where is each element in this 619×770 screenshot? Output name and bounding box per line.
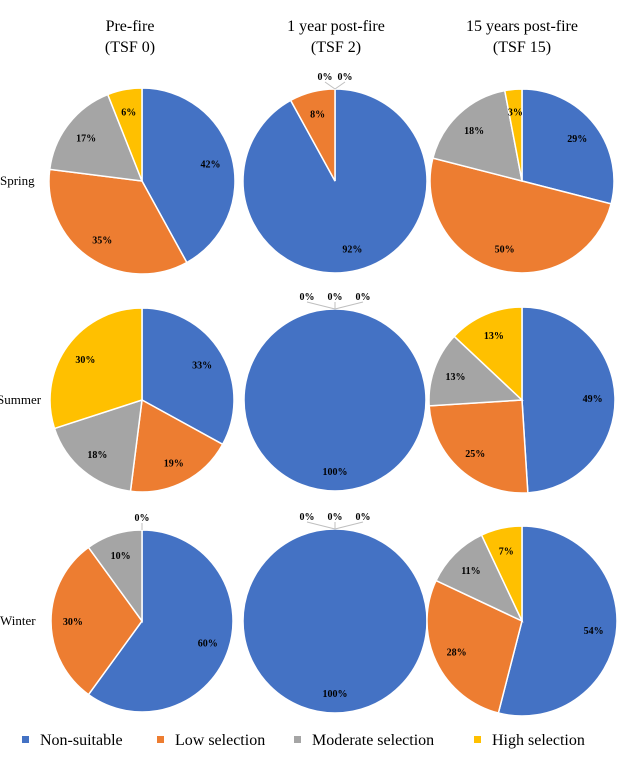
- column-title-line1: Pre-fire: [106, 18, 155, 35]
- pie-slice: [429, 157, 613, 274]
- pie-slice: [50, 546, 143, 696]
- leader-line: [334, 301, 364, 310]
- leader-line: [334, 81, 346, 90]
- data-label: 49%: [583, 394, 603, 405]
- legend-swatch: [22, 736, 29, 743]
- pie-slice: [141, 87, 236, 264]
- data-label: 33%: [192, 360, 212, 371]
- legend-swatch: [474, 736, 481, 743]
- pie-slice: [49, 307, 143, 430]
- column-title-line2: (TSF 15): [493, 39, 551, 56]
- data-label: 0%: [300, 512, 315, 523]
- legend-label: Low selection: [175, 732, 265, 749]
- data-label: 0%: [338, 72, 353, 83]
- legend-swatch: [157, 736, 164, 743]
- pie-slice: [426, 579, 523, 714]
- data-label: 17%: [76, 134, 96, 145]
- pie-winter-1: 60% 30% 10% 0%: [50, 513, 234, 713]
- pie-slice: [431, 89, 523, 183]
- pie-summer-2: 100% 0% 0% 0%: [243, 292, 427, 492]
- legend-label: High selection: [492, 732, 585, 749]
- data-label: 13%: [484, 331, 504, 342]
- pie-slice: [480, 525, 523, 622]
- data-label: 18%: [87, 450, 107, 461]
- data-label: 11%: [461, 566, 480, 577]
- pie-slice: [53, 398, 143, 493]
- legend-item: High selection: [474, 732, 585, 749]
- pie-slice: [243, 308, 427, 492]
- column-title-line1: 15 years post-fire: [466, 18, 578, 35]
- pie-winter-2: 100% 0% 0% 0%: [242, 512, 428, 714]
- pie-summer-1: 33% 19% 18% 30%: [49, 307, 235, 493]
- data-label: 100%: [323, 689, 348, 700]
- pie-slice: [129, 398, 224, 493]
- pie-slice: [503, 88, 523, 182]
- data-label: 0%: [135, 513, 150, 524]
- data-label: 28%: [447, 648, 467, 659]
- column-title-line2: (TSF 2): [311, 39, 361, 56]
- pie-slice: [48, 168, 188, 275]
- data-label: 19%: [164, 458, 184, 469]
- legend-item: Moderate selection: [294, 732, 434, 749]
- row-label-winter: Winter: [0, 613, 36, 628]
- legend-item: Non-suitable: [22, 732, 123, 749]
- legend-label: Moderate selection: [312, 732, 434, 749]
- data-label: 30%: [75, 355, 95, 366]
- pie-slice: [497, 525, 618, 717]
- data-label: 50%: [495, 245, 515, 256]
- legend-swatch: [294, 736, 301, 743]
- data-label: 6%: [121, 108, 136, 119]
- pie-summer-3: 49% 25% 13% 13%: [428, 306, 616, 494]
- data-label: 0%: [318, 72, 333, 83]
- data-label: 60%: [198, 638, 218, 649]
- legend-label: Non-suitable: [40, 732, 123, 749]
- data-label: 35%: [92, 235, 112, 246]
- data-label: 30%: [63, 617, 83, 628]
- row-label-spring: Spring: [0, 173, 35, 188]
- data-label: 54%: [584, 626, 604, 637]
- pie-slice: [141, 307, 235, 446]
- data-label: 18%: [464, 126, 484, 137]
- data-label: 13%: [445, 372, 465, 383]
- leader-line: [334, 521, 364, 530]
- data-label: 10%: [111, 551, 131, 562]
- data-label: 92%: [342, 245, 362, 256]
- column-title-line2: (TSF 0): [105, 39, 155, 56]
- pie-slice: [87, 529, 234, 713]
- pie-spring-2: 92% 8% 0% 0%: [242, 72, 428, 274]
- legend-item: Low selection: [157, 732, 265, 749]
- column-title-line1: 1 year post-fire: [287, 18, 385, 35]
- pie-slice: [48, 93, 144, 182]
- data-label: 0%: [328, 512, 343, 523]
- data-label: 25%: [465, 449, 485, 460]
- leader-line: [306, 521, 336, 530]
- data-label: 0%: [356, 292, 371, 303]
- data-label: 0%: [300, 292, 315, 303]
- leader-line: [324, 81, 336, 90]
- data-label: 8%: [310, 109, 325, 120]
- pie-winter-3: 54% 28% 11% 7%: [426, 525, 618, 717]
- pie-slice: [106, 87, 143, 182]
- data-label: 0%: [328, 292, 343, 303]
- data-label: 7%: [499, 547, 514, 558]
- pie-slice: [453, 306, 523, 402]
- pie-slice: [428, 335, 524, 407]
- pie-slice: [521, 306, 616, 494]
- leader-line: [306, 301, 336, 310]
- pie-slice: [428, 399, 529, 494]
- pie-slice: [435, 534, 524, 623]
- data-label: 29%: [567, 134, 587, 145]
- pie-slice: [521, 88, 615, 205]
- data-label: 100%: [323, 467, 348, 478]
- row-label-summer: Summer: [0, 392, 42, 407]
- data-label: 0%: [356, 512, 371, 523]
- data-label: 3%: [508, 107, 523, 118]
- pie-spring-1: 42% 35% 17% 6%: [48, 87, 236, 275]
- pie-spring-3: 29% 50% 18% 3%: [429, 88, 615, 274]
- pie-slice: [242, 528, 428, 714]
- data-label: 42%: [200, 159, 220, 170]
